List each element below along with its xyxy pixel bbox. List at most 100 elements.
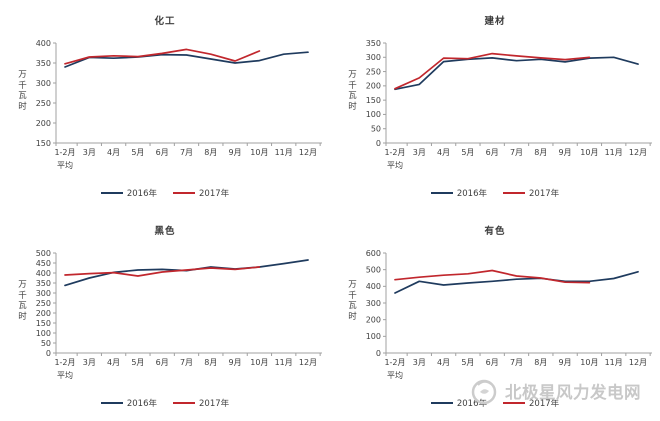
chart-legend: 2016年 2017年 xyxy=(330,187,660,199)
svg-text:300: 300 xyxy=(366,299,381,308)
svg-text:250: 250 xyxy=(36,299,51,308)
svg-text:4月: 4月 xyxy=(107,358,120,367)
svg-text:7月: 7月 xyxy=(510,358,523,367)
svg-text:12月: 12月 xyxy=(629,358,647,367)
svg-text:50: 50 xyxy=(371,125,381,134)
legend-item-2016: 2016年 xyxy=(100,187,157,199)
svg-text:600: 600 xyxy=(366,249,381,258)
svg-text:12月: 12月 xyxy=(299,148,317,157)
chart-nonferrous: 有色 万千瓦时 0 100 200 300 400 500 600 1-2月 平均 3月 4月 5月 6… xyxy=(330,210,660,420)
chart-title: 化工 xyxy=(154,16,176,27)
svg-text:150: 150 xyxy=(36,319,51,328)
svg-text:4月: 4月 xyxy=(437,358,450,367)
svg-text:6月: 6月 xyxy=(156,148,169,157)
svg-text:3月: 3月 xyxy=(413,358,426,367)
legend-item-2017: 2017年 xyxy=(173,397,229,409)
chart-chemical: 化工 万千瓦时 150 200 250 300 350 400 1-2月 平均 3月 4月 5月 6月… xyxy=(0,0,330,210)
svg-text:0: 0 xyxy=(46,349,51,358)
y-axis-label: 万千瓦时 xyxy=(18,70,27,112)
svg-text:12月: 12月 xyxy=(629,148,647,157)
legend-line-2016-icon xyxy=(100,402,123,404)
svg-text:1-2月: 1-2月 xyxy=(384,148,405,157)
legend-label-2016: 2016年 xyxy=(126,399,157,409)
svg-text:5月: 5月 xyxy=(131,148,144,157)
svg-text:8月: 8月 xyxy=(534,148,547,157)
svg-text:350: 350 xyxy=(36,59,51,68)
y-axis-label: 万千瓦时 xyxy=(348,70,357,112)
legend-item-2016: 2016年 xyxy=(100,397,157,409)
legend-label-2017: 2017年 xyxy=(199,399,230,409)
svg-text:3月: 3月 xyxy=(83,358,96,367)
svg-text:11月: 11月 xyxy=(605,358,623,367)
svg-text:平均: 平均 xyxy=(387,370,403,380)
svg-text:6月: 6月 xyxy=(486,358,499,367)
legend-line-2017-icon xyxy=(503,192,525,194)
svg-text:3月: 3月 xyxy=(413,148,426,157)
svg-text:10月: 10月 xyxy=(250,358,268,367)
chart-title: 有色 xyxy=(484,226,506,237)
svg-text:100: 100 xyxy=(366,110,381,119)
svg-text:9月: 9月 xyxy=(229,148,242,157)
svg-text:250: 250 xyxy=(36,99,51,108)
legend-line-2017-icon xyxy=(173,402,195,404)
svg-text:11月: 11月 xyxy=(275,358,293,367)
svg-text:11月: 11月 xyxy=(275,148,293,157)
svg-text:9月: 9月 xyxy=(559,148,572,157)
y-axis-label: 万千瓦时 xyxy=(348,280,357,322)
svg-text:平均: 平均 xyxy=(57,160,73,170)
svg-text:200: 200 xyxy=(36,309,51,318)
svg-text:500: 500 xyxy=(366,265,381,274)
chart-legend: 2016年 2017年 xyxy=(0,187,330,199)
svg-text:11月: 11月 xyxy=(605,148,623,157)
svg-text:400: 400 xyxy=(36,39,51,48)
legend-item-2016: 2016年 xyxy=(430,397,487,409)
legend-item-2017: 2017年 xyxy=(503,187,559,199)
svg-text:平均: 平均 xyxy=(57,370,73,380)
svg-text:9月: 9月 xyxy=(229,358,242,367)
svg-text:6月: 6月 xyxy=(486,148,499,157)
svg-text:平均: 平均 xyxy=(387,160,403,170)
svg-text:1-2月: 1-2月 xyxy=(54,358,75,367)
svg-text:50: 50 xyxy=(41,339,51,348)
svg-text:100: 100 xyxy=(36,329,51,338)
svg-text:8月: 8月 xyxy=(204,148,217,157)
svg-text:350: 350 xyxy=(36,279,51,288)
svg-text:4月: 4月 xyxy=(107,148,120,157)
legend-line-2016-icon xyxy=(430,192,453,194)
legend-label-2016: 2016年 xyxy=(456,399,487,409)
chart-title: 建材 xyxy=(484,16,506,27)
svg-text:150: 150 xyxy=(36,139,51,148)
legend-item-2016: 2016年 xyxy=(430,187,487,199)
chart-building-materials: 建材 万千瓦时 0 50 100 150 200 250 300 350 1-2月 平均 3月 4月 5… xyxy=(330,0,660,210)
svg-text:200: 200 xyxy=(36,119,51,128)
svg-text:10月: 10月 xyxy=(580,358,598,367)
svg-text:7月: 7月 xyxy=(180,358,193,367)
legend-label-2017: 2017年 xyxy=(199,189,230,199)
chart-title: 黑色 xyxy=(154,226,176,237)
svg-text:5月: 5月 xyxy=(461,148,474,157)
svg-text:8月: 8月 xyxy=(204,358,217,367)
y-axis-label: 万千瓦时 xyxy=(18,280,27,322)
svg-text:5月: 5月 xyxy=(131,358,144,367)
svg-text:10月: 10月 xyxy=(580,148,598,157)
svg-text:100: 100 xyxy=(366,332,381,341)
svg-text:300: 300 xyxy=(36,289,51,298)
chart-legend: 2016年 2017年 xyxy=(0,397,330,409)
legend-line-2016-icon xyxy=(100,192,123,194)
svg-text:450: 450 xyxy=(36,259,51,268)
svg-text:300: 300 xyxy=(366,53,381,62)
svg-text:150: 150 xyxy=(366,96,381,105)
svg-text:0: 0 xyxy=(376,349,381,358)
svg-text:7月: 7月 xyxy=(180,148,193,157)
svg-text:300: 300 xyxy=(36,79,51,88)
chart-legend: 2016年 2017年 xyxy=(330,397,660,409)
legend-line-2017-icon xyxy=(503,402,525,404)
legend-label-2017: 2017年 xyxy=(529,399,560,409)
svg-text:12月: 12月 xyxy=(299,358,317,367)
svg-text:5月: 5月 xyxy=(461,358,474,367)
legend-label-2016: 2016年 xyxy=(126,189,157,199)
